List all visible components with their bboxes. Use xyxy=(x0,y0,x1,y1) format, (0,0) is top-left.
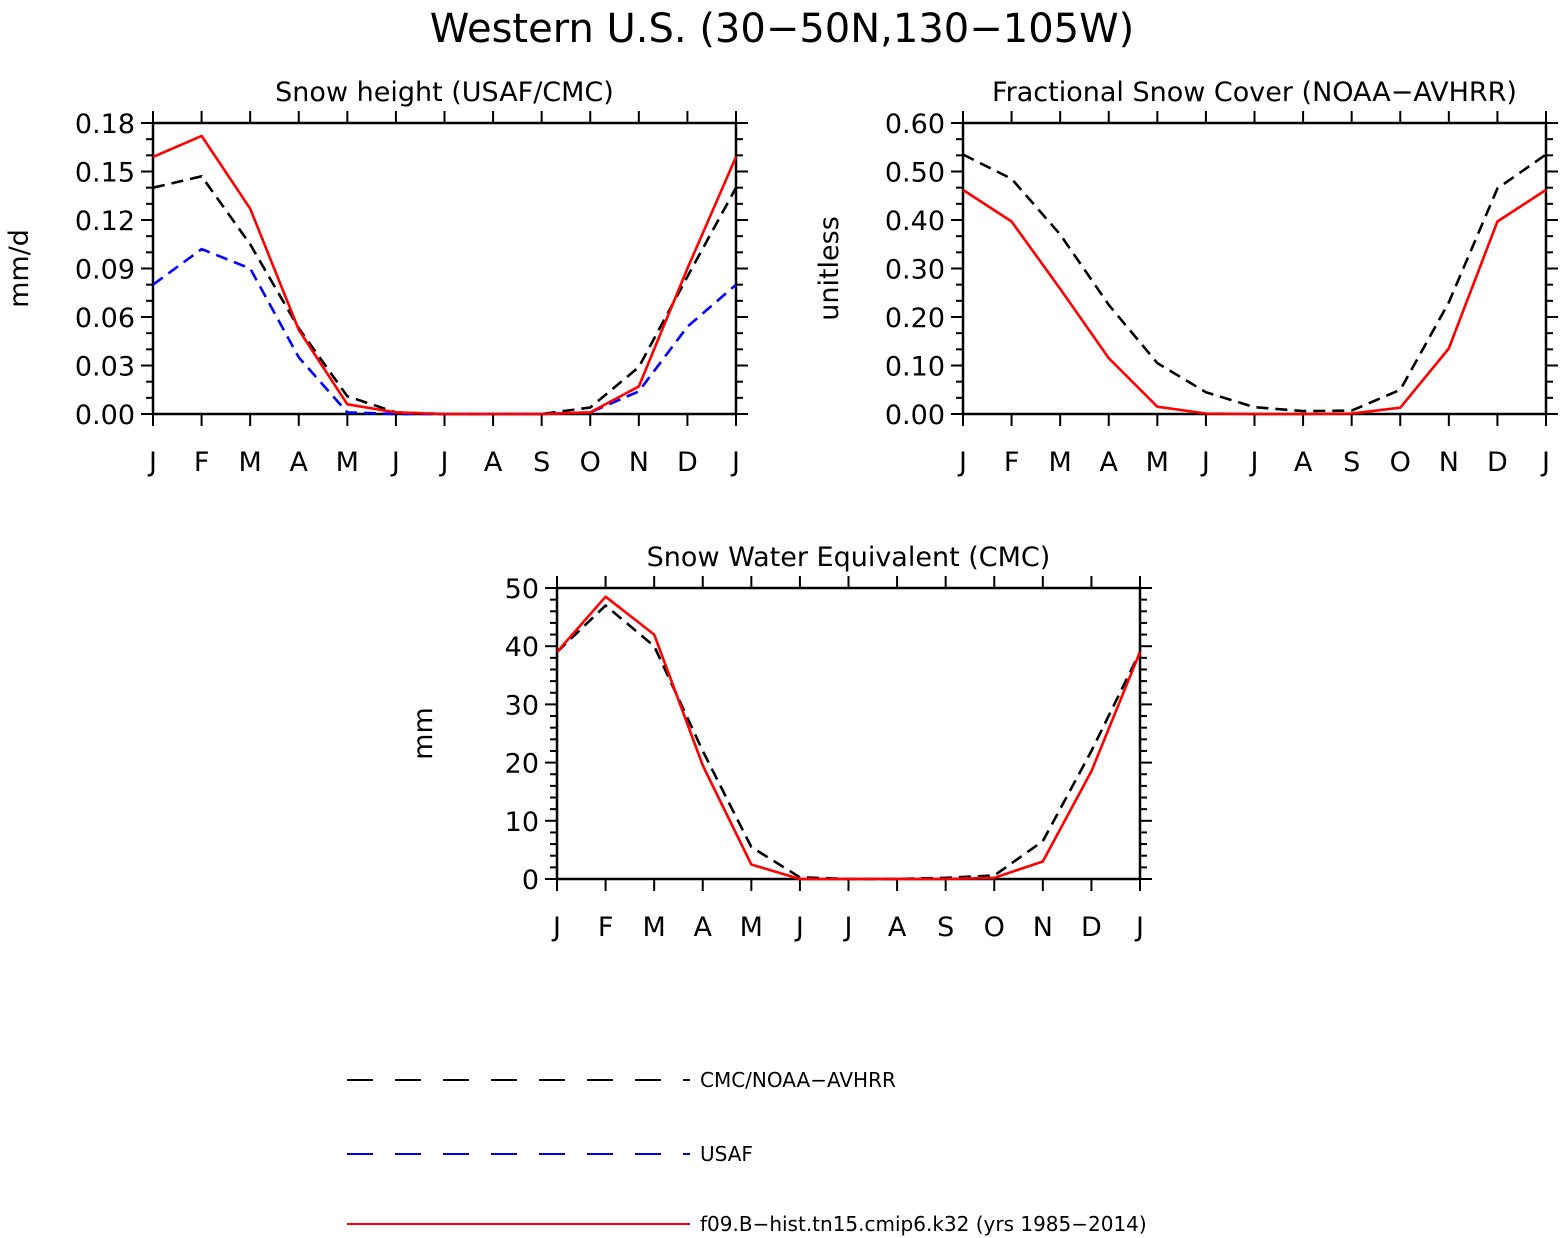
x-tick-label: J xyxy=(794,912,804,943)
y-tick-label: 0.03 xyxy=(75,352,135,383)
plot-frame xyxy=(555,586,1142,881)
x-tick-label: M xyxy=(1049,447,1072,478)
x-tick-label: D xyxy=(1081,912,1102,943)
panel-title: Fractional Snow Cover (NOAA−AVHRR) xyxy=(992,77,1517,108)
x-tick-label: F xyxy=(598,912,614,943)
x-tick-label: F xyxy=(194,447,210,478)
y-tick-label: 50 xyxy=(505,574,539,605)
x-tick-label: J xyxy=(1540,447,1550,478)
x-tick-label: M xyxy=(643,912,666,943)
x-tick-label: J xyxy=(551,912,561,943)
series-line-model xyxy=(152,134,738,416)
x-tick-label: O xyxy=(1390,447,1411,478)
x-tick-label: S xyxy=(1343,447,1360,478)
y-tick-label: 0.20 xyxy=(885,303,945,334)
panel-3: Snow Water Equivalent (CMC) mm 0 10 20 30 40 50… xyxy=(408,542,1152,943)
legend: CMC/NOAA−AVHRR USAF f09.B−hist.tn15.cmip6.… xyxy=(347,1068,1147,1236)
y-tick-label: 0.10 xyxy=(885,352,945,383)
x-tick-label: J xyxy=(843,912,853,943)
x-tick-label: S xyxy=(937,912,954,943)
panel-2: Fractional Snow Cover (NOAA−AVHRR) unitle… xyxy=(814,77,1558,478)
x-tick-label: S xyxy=(533,447,550,478)
y-tick-label: 0.50 xyxy=(885,158,945,189)
x-tick-label: F xyxy=(1004,447,1020,478)
y-tick-label: 0.40 xyxy=(885,206,945,237)
x-tick-label: J xyxy=(730,447,740,478)
panel-title: Snow height (USAF/CMC) xyxy=(275,77,614,108)
plot-frame xyxy=(151,121,738,416)
x-tick-label: M xyxy=(740,912,763,943)
y-tick-label: 10 xyxy=(505,807,539,838)
x-tick-label: A xyxy=(1100,447,1119,478)
x-tick-label: J xyxy=(957,447,967,478)
y-tick-label: 20 xyxy=(505,749,539,780)
x-tick-label: J xyxy=(1200,447,1210,478)
x-tick-label: J xyxy=(147,447,157,478)
y-tick-label: 0.30 xyxy=(885,255,945,286)
series-line-cmc-noaa xyxy=(152,175,738,416)
x-tick-label: O xyxy=(984,912,1005,943)
x-tick-label: J xyxy=(439,447,449,478)
x-tick-label: A xyxy=(484,447,503,478)
x-tick-label: N xyxy=(629,447,649,478)
y-tick-label: 0.15 xyxy=(75,158,135,189)
x-tick-label: J xyxy=(1134,912,1144,943)
series-line-model xyxy=(556,595,1142,881)
legend-label-cmc-noaa: CMC/NOAA−AVHRR xyxy=(700,1068,896,1092)
legend-label-usaf: USAF xyxy=(700,1142,753,1166)
y-tick-label: 0.60 xyxy=(885,109,945,140)
plot-frame xyxy=(961,121,1548,416)
y-tick-label: 0.00 xyxy=(885,400,945,431)
x-tick-label: A xyxy=(1294,447,1313,478)
y-axis-label: mm xyxy=(408,707,439,760)
x-tick-label: A xyxy=(694,912,713,943)
y-tick-label: 0.12 xyxy=(75,206,135,237)
panel-title: Snow Water Equivalent (CMC) xyxy=(647,542,1051,573)
series-line-model xyxy=(962,188,1547,416)
panels: Snow height (USAF/CMC) mm/d 0.00 0.03 0.06 0.… xyxy=(4,77,1558,943)
series-line-cmc-noaa xyxy=(556,604,1142,881)
series-line-cmc-noaa xyxy=(962,153,1547,413)
y-tick-label: 0.06 xyxy=(75,303,135,334)
y-tick-label: 0.18 xyxy=(75,109,135,140)
x-tick-label: A xyxy=(888,912,907,943)
y-tick-label: 30 xyxy=(505,690,539,721)
x-tick-label: N xyxy=(1033,912,1053,943)
x-tick-label: J xyxy=(1249,447,1259,478)
x-tick-label: N xyxy=(1439,447,1459,478)
x-tick-label: A xyxy=(290,447,309,478)
y-axis-label: mm/d xyxy=(4,229,35,308)
x-tick-label: M xyxy=(336,447,359,478)
x-tick-label: M xyxy=(239,447,262,478)
panel-1: Snow height (USAF/CMC) mm/d 0.00 0.03 0.06 0.… xyxy=(4,77,748,478)
y-tick-label: 40 xyxy=(505,632,539,663)
x-tick-label: O xyxy=(580,447,601,478)
figure-title: Western U.S. (30−50N,130−105W) xyxy=(430,6,1135,52)
x-tick-label: D xyxy=(677,447,698,478)
x-tick-label: M xyxy=(1146,447,1169,478)
y-tick-label: 0.00 xyxy=(75,400,135,431)
x-tick-label: D xyxy=(1487,447,1508,478)
y-axis-label: unitless xyxy=(814,216,845,321)
y-tick-label: 0.09 xyxy=(75,255,135,286)
legend-label-model: f09.B−hist.tn15.cmip6.k32 (yrs 1985−2014… xyxy=(700,1212,1147,1236)
series-line-usaf xyxy=(152,247,737,416)
y-tick-label: 0 xyxy=(522,865,539,896)
x-tick-label: J xyxy=(390,447,400,478)
